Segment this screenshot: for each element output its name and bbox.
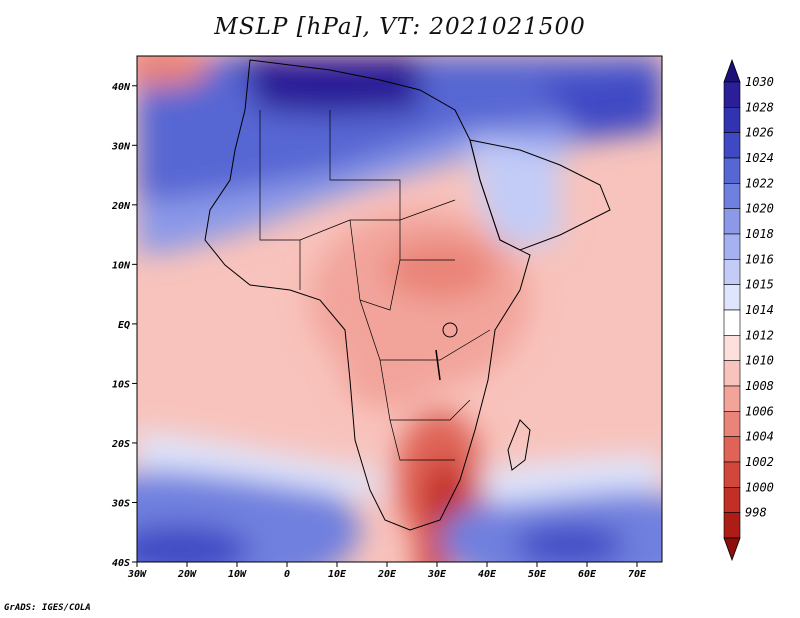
colorbar-swatch	[723, 461, 741, 488]
colorbar-swatch	[723, 107, 741, 133]
colorbar-bottom-arrow	[723, 537, 741, 562]
colorbar-swatch	[723, 81, 741, 108]
lon-tick-label: 70E	[628, 569, 647, 580]
colorbar-label: 1000	[745, 480, 774, 494]
lon-tick-label: 10E	[328, 569, 347, 580]
lake-victoria	[442, 322, 458, 338]
high-mediterranean-core	[240, 56, 420, 115]
lake-tanganyika	[435, 349, 441, 381]
colorbar-swatch	[723, 183, 741, 209]
arabia-outline	[469, 139, 611, 251]
ridge-band-east	[480, 455, 662, 505]
colorbar-label: 1012	[745, 328, 774, 342]
colorbar-swatch	[723, 208, 741, 235]
colorbar-swatch	[723, 132, 741, 159]
colorbar-label: 1018	[745, 227, 774, 241]
colorbar-label: 1024	[745, 151, 774, 165]
colorbar-label: 1030	[745, 75, 774, 89]
lat-tick-label: 20S	[111, 439, 130, 450]
colorbar-label: 1008	[745, 379, 774, 393]
lon-tick-label: 50E	[528, 569, 547, 580]
arabia-high	[470, 140, 560, 250]
low-sudan	[385, 240, 495, 300]
lat-tick-label: 30S	[111, 498, 130, 509]
colorbar-swatch	[723, 259, 741, 285]
colorbar-swatch	[723, 233, 741, 260]
colorbar-label: 1020	[745, 202, 774, 216]
colorbar-swatch	[723, 335, 741, 361]
colorbar-swatch	[723, 436, 741, 463]
colorbar-label: 1004	[745, 430, 774, 444]
ridge-band-west	[137, 430, 380, 500]
lon-tick-label: 60E	[578, 569, 597, 580]
pressure-field	[137, 56, 662, 562]
lat-tick-label: EQ	[118, 320, 130, 331]
colorbar-label: 1028	[745, 100, 774, 114]
lat-tick-label: 40S	[112, 558, 130, 569]
colorbar-label: 1014	[745, 303, 774, 317]
colorbar-swatch	[723, 157, 741, 184]
high-asia	[540, 70, 662, 140]
colorbar-top-arrow	[723, 58, 741, 83]
colorbar-swatch	[723, 487, 741, 513]
colorbar-swatch	[723, 284, 741, 311]
colorbar-swatch	[723, 411, 741, 437]
lat-tick-label: 40N	[112, 82, 131, 93]
low-congo	[340, 330, 440, 410]
colorbar-label: 1022	[745, 176, 774, 190]
high-indian-ocean-core	[515, 525, 625, 562]
colorbar-label: 1026	[745, 126, 774, 140]
map-title: MSLP [hPa], VT: 2021021500	[214, 14, 586, 40]
lon-tick-label: 20E	[377, 569, 397, 580]
lat-tick-label: 20N	[111, 201, 131, 212]
map-frame	[136, 55, 663, 563]
colorbar-label: 1015	[745, 278, 774, 292]
colorbar-label: 1010	[745, 354, 774, 368]
lat-tick-label: 10N	[112, 260, 131, 271]
lon-tick-label: 0	[284, 569, 290, 580]
lon-tick-label: 30W	[127, 569, 147, 580]
colorbar-swatch	[723, 360, 741, 387]
colorbar-swatch	[723, 512, 741, 539]
high-south-atlantic-core	[137, 525, 250, 562]
lon-tick-label: 10W	[228, 569, 247, 580]
lon-tick-label: 20W	[177, 569, 197, 580]
map-axes: 30W 20W 10W 0 10E 20E 30E 40E 50E 60E 70E 40N 30N 20N…	[111, 82, 647, 580]
colorbar-label: 1006	[745, 404, 774, 418]
colorbar-label: 998	[745, 506, 767, 520]
madagascar-outline	[507, 419, 531, 471]
footer-credit: GrADS: IGES/COLA	[4, 603, 91, 613]
colorbar-label: 1016	[745, 252, 774, 266]
colorbar: 1030 1028 1026 1024 1022 1020 1018 1016 1015 1014…	[723, 58, 774, 562]
colorbar-swatch	[723, 385, 741, 412]
lon-tick-label: 30E	[427, 569, 447, 580]
colorbar-label: 1002	[745, 455, 774, 469]
colorbar-swatch	[723, 309, 741, 336]
country-borders	[259, 110, 491, 461]
lat-tick-label: 10S	[112, 379, 130, 390]
low-nw-corner	[137, 56, 210, 87]
lat-tick-label: 30N	[111, 141, 131, 152]
lon-tick-label: 40E	[478, 569, 497, 580]
